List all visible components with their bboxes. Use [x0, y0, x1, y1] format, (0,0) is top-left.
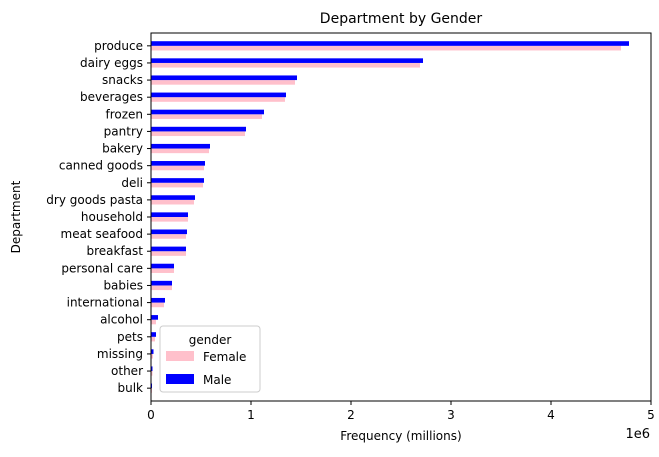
bar-male-meat-seafood	[151, 229, 187, 235]
bar-female-frozen	[151, 114, 262, 119]
legend-swatch-male	[166, 374, 194, 384]
bar-female-produce	[151, 45, 621, 51]
y-tick-label-beverages: beverages	[80, 90, 143, 104]
y-tick-label-snacks: snacks	[102, 73, 143, 87]
bar-male-personal-care	[151, 263, 174, 269]
bar-male-frozen	[151, 109, 264, 115]
bar-female-breakfast	[151, 251, 186, 256]
y-axis: produce dairy eggs snacks beverages frozen pa…	[46, 39, 151, 395]
bar-female-babies	[151, 285, 172, 291]
x-tick-label-4: 4	[547, 408, 555, 422]
bar-male-bakery	[151, 143, 210, 149]
y-tick-label-dry-goods-pasta: dry goods pasta	[46, 193, 143, 207]
y-tick-label-bakery: bakery	[102, 142, 143, 156]
bar-male-snacks	[151, 75, 297, 81]
bar-male-pantry	[151, 126, 246, 132]
bar-female-household	[151, 217, 188, 222]
y-tick-label-meat-seafood: meat seafood	[61, 227, 143, 241]
legend: gender Female Male	[159, 325, 261, 393]
bar-female-deli	[151, 182, 203, 188]
bars-layer	[151, 41, 629, 393]
y-tick-label-deli: deli	[121, 176, 143, 190]
bar-male-international	[151, 297, 165, 303]
bar-female-international	[151, 302, 164, 308]
bar-male-household	[151, 212, 188, 217]
bar-female-bakery	[151, 148, 209, 154]
bar-male-dry-goods-pasta	[151, 195, 195, 200]
y-tick-label-frozen: frozen	[105, 107, 143, 121]
legend-label-female: Female	[203, 350, 246, 364]
bar-male-produce	[151, 41, 629, 46]
bar-male-breakfast	[151, 246, 186, 252]
y-tick-label-international: international	[67, 296, 143, 310]
y-tick-label-bulk: bulk	[117, 381, 143, 395]
bar-male-deli	[151, 178, 204, 183]
y-tick-label-personal-care: personal care	[61, 261, 143, 275]
x-axis-label: Frequency (millions)	[340, 429, 461, 443]
bar-female-pets	[151, 336, 155, 342]
y-tick-label-other: other	[111, 364, 143, 378]
bar-female-snacks	[151, 80, 295, 85]
legend-label-male: Male	[203, 373, 231, 387]
bar-female-alcohol	[151, 319, 156, 325]
y-tick-label-household: household	[81, 210, 143, 224]
y-axis-label: Department	[9, 180, 23, 253]
y-tick-label-produce: produce	[94, 39, 143, 53]
y-tick-label-pets: pets	[117, 330, 143, 344]
bar-female-meat-seafood	[151, 234, 186, 239]
bar-female-pantry	[151, 131, 245, 137]
y-tick-label-canned-goods: canned goods	[59, 159, 143, 173]
bar-female-dry-goods-pasta	[151, 199, 194, 205]
bar-male-beverages	[151, 92, 286, 98]
bar-female-dairy-eggs	[151, 62, 420, 68]
bar-female-canned-goods	[151, 165, 204, 171]
bar-male-missing	[151, 349, 154, 354]
bar-female-missing	[151, 353, 153, 359]
x-tick-label-2: 2	[347, 408, 355, 422]
y-tick-label-dairy-eggs: dairy eggs	[80, 56, 143, 70]
bar-male-babies	[151, 280, 172, 286]
bar-male-other	[151, 366, 153, 372]
y-tick-label-alcohol: alcohol	[100, 313, 143, 327]
legend-title: gender	[189, 333, 232, 347]
y-tick-label-babies: babies	[103, 278, 143, 292]
x-axis-offset-label: 1e6	[625, 427, 650, 442]
bar-female-other	[151, 371, 153, 376]
x-tick-label-5: 5	[647, 408, 655, 422]
bar-female-personal-care	[151, 268, 174, 273]
bar-male-dairy-eggs	[151, 58, 423, 63]
bar-female-beverages	[151, 97, 285, 102]
x-axis: 0 1 2 3 4 5	[147, 401, 655, 422]
y-tick-label-pantry: pantry	[104, 124, 143, 138]
x-tick-label-3: 3	[447, 408, 455, 422]
x-tick-label-1: 1	[247, 408, 255, 422]
chart-title: Department by Gender	[320, 11, 483, 27]
bar-male-canned-goods	[151, 161, 205, 166]
y-tick-label-missing: missing	[97, 347, 143, 361]
bar-male-alcohol	[151, 315, 158, 320]
legend-swatch-female	[166, 351, 194, 361]
x-tick-label-0: 0	[147, 408, 155, 422]
y-tick-label-breakfast: breakfast	[86, 244, 143, 258]
bar-male-pets	[151, 332, 156, 337]
